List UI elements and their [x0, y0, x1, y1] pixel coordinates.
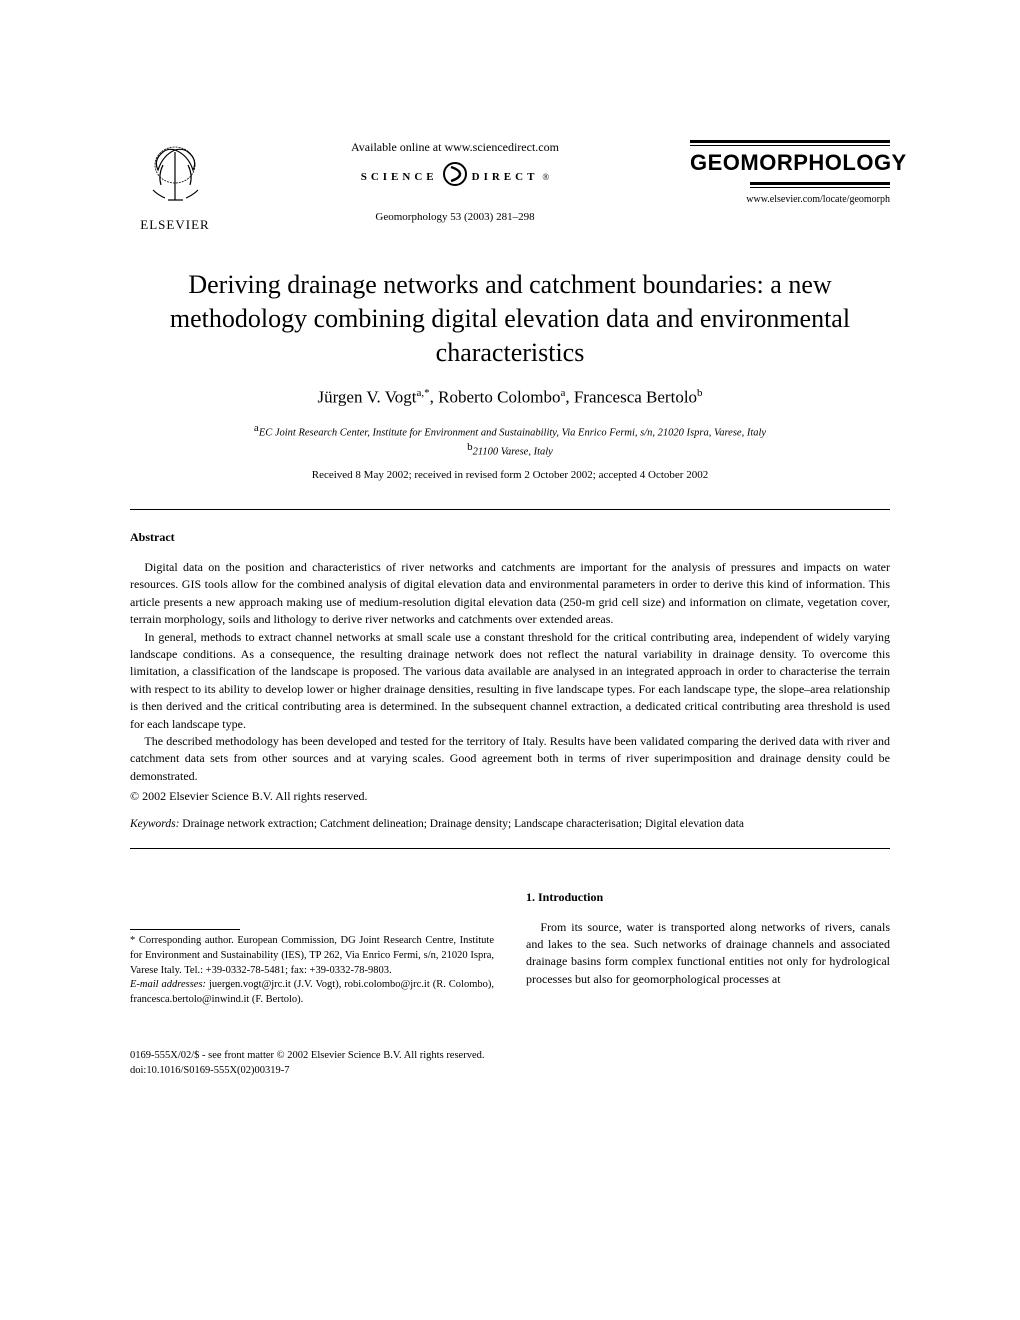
separator-2: [130, 848, 890, 849]
available-online-text: Available online at www.sciencedirect.co…: [250, 140, 660, 155]
two-column-area: * Corresponding author. European Commiss…: [130, 889, 890, 1007]
header-row: ELSEVIER Available online at www.science…: [130, 140, 890, 233]
publisher-name: ELSEVIER: [130, 217, 220, 233]
rule-thin-2: [750, 187, 890, 188]
affiliation-b: b21100 Varese, Italy: [130, 441, 890, 458]
abstract-body: Digital data on the position and charact…: [130, 559, 890, 785]
rule-thick: [690, 140, 890, 143]
author-1-sup: a,: [417, 387, 425, 399]
intro-heading: 1. Introduction: [526, 889, 890, 906]
keywords-content: Drainage network extraction; Catchment d…: [179, 818, 744, 830]
keywords: Keywords: Drainage network extraction; C…: [130, 818, 890, 830]
abstract-heading: Abstract: [130, 530, 890, 545]
journal-url: www.elsevier.com/locate/geomorph: [690, 194, 890, 205]
article-title: Deriving drainage networks and catchment…: [130, 268, 890, 369]
left-column: * Corresponding author. European Commiss…: [130, 889, 494, 1007]
elsevier-tree-icon: [133, 140, 218, 210]
email-label: E-mail addresses:: [130, 979, 206, 990]
publisher-logo: ELSEVIER: [130, 140, 220, 233]
aff-a-text: EC Joint Research Center, Institute for …: [259, 428, 766, 439]
front-matter: 0169-555X/02/$ - see front matter © 2002…: [130, 1048, 890, 1064]
abstract-p2: In general, methods to extract channel n…: [130, 629, 890, 733]
journal-block: GEOMORPHOLOGY www.elsevier.com/locate/ge…: [690, 140, 890, 205]
science-direct-logo: SCIENCE DIRECT ®: [250, 161, 660, 193]
corresponding-footnote: * Corresponding author. European Commiss…: [130, 934, 494, 978]
author-3-sup: b: [697, 387, 703, 399]
sd-science: SCIENCE: [361, 171, 438, 183]
author-3: , Francesca Bertolo: [565, 388, 697, 407]
rule-mid: [750, 182, 890, 185]
center-header: Available online at www.sciencedirect.co…: [220, 140, 690, 223]
citation: Geomorphology 53 (2003) 281–298: [250, 211, 660, 223]
affiliation-a: aEC Joint Research Center, Institute for…: [130, 422, 890, 439]
author-2: , Roberto Colombo: [430, 388, 561, 407]
right-column: 1. Introduction From its source, water i…: [526, 889, 890, 1007]
abstract-p1: Digital data on the position and charact…: [130, 559, 890, 629]
article-dates: Received 8 May 2002; received in revised…: [130, 469, 890, 481]
abstract-copyright: © 2002 Elsevier Science B.V. All rights …: [130, 789, 890, 804]
separator-1: [130, 509, 890, 510]
sd-direct: DIRECT: [472, 171, 539, 183]
sd-d-icon: [442, 161, 468, 193]
intro-p1: From its source, water is transported al…: [526, 919, 890, 989]
abstract-p3: The described methodology has been devel…: [130, 733, 890, 785]
keywords-label: Keywords:: [130, 818, 179, 830]
footer-meta: 0169-555X/02/$ - see front matter © 2002…: [130, 1048, 890, 1080]
rule-thin: [690, 145, 890, 146]
email-footnote: E-mail addresses: juergen.vogt@jrc.it (J…: [130, 978, 494, 1007]
authors: Jürgen V. Vogta,*, Roberto Colomboa, Fra…: [130, 387, 890, 408]
footnote-rule: [130, 929, 240, 930]
sd-registered: ®: [542, 172, 549, 182]
journal-name: GEOMORPHOLOGY: [690, 150, 890, 176]
author-1: Jürgen V. Vogt: [317, 388, 416, 407]
aff-b-text: 21100 Varese, Italy: [473, 446, 553, 457]
doi: doi:10.1016/S0169-555X(02)00319-7: [130, 1063, 890, 1079]
